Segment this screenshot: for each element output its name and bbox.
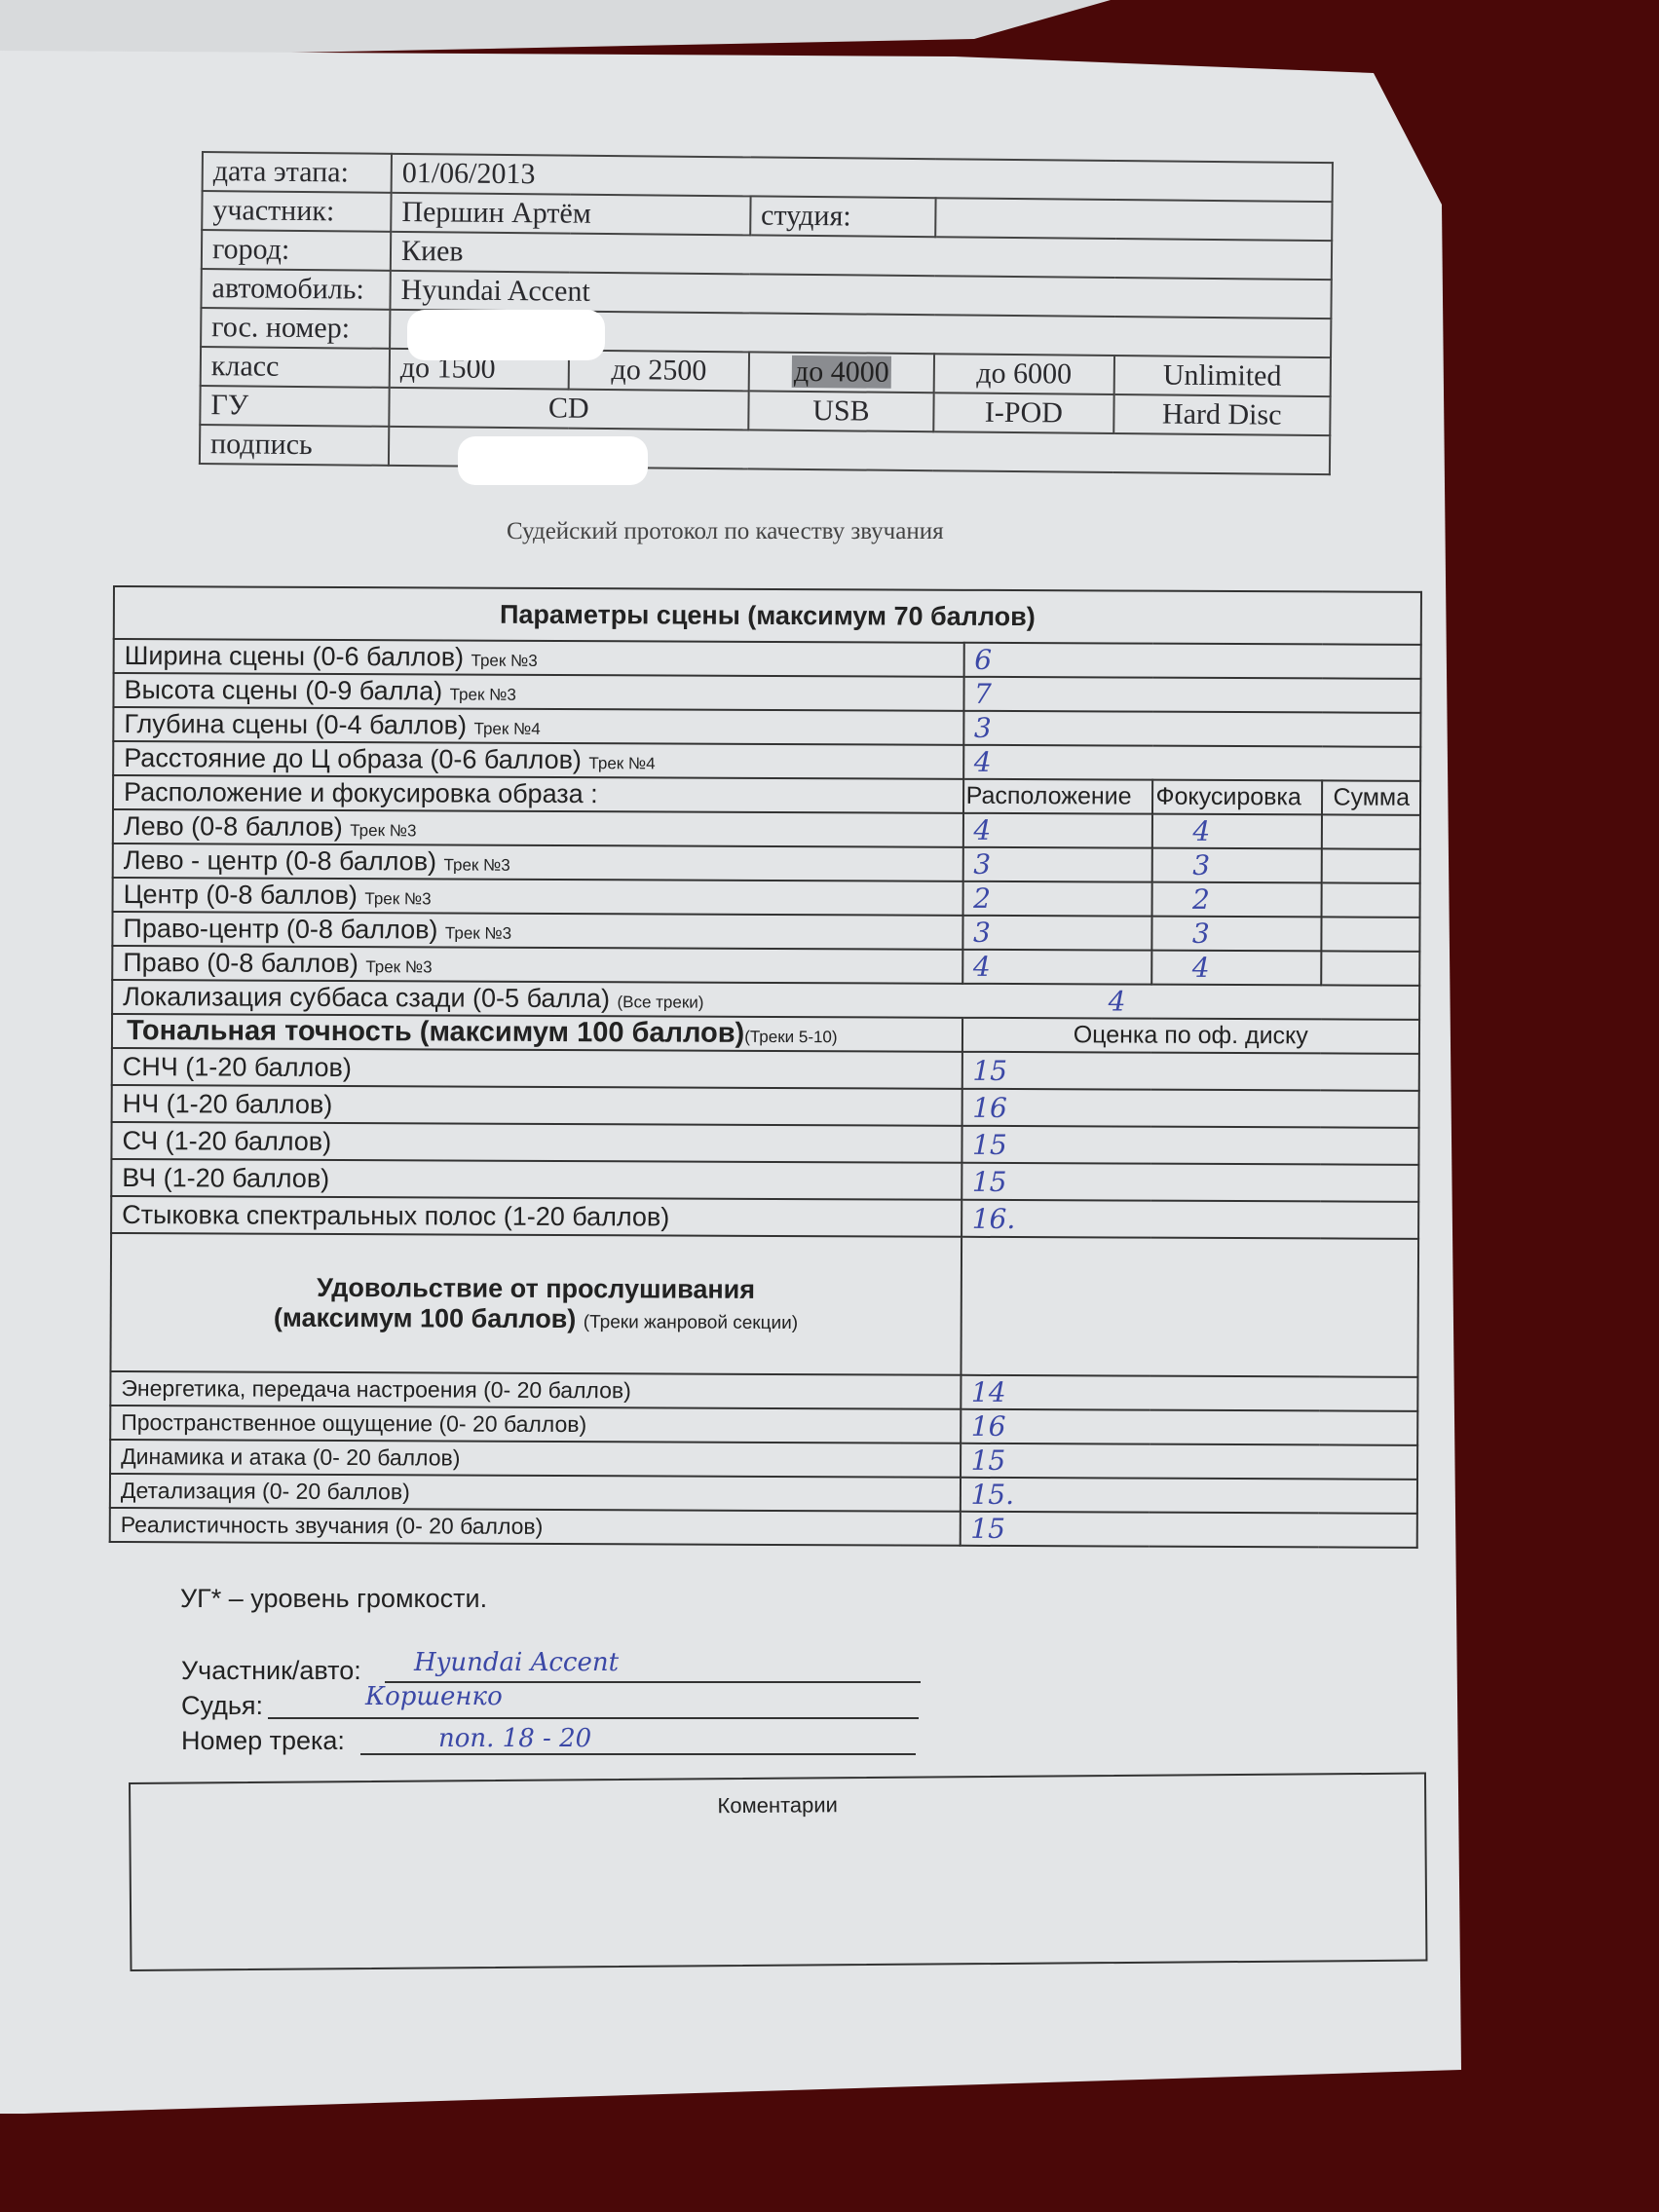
studio-value [935, 198, 1333, 242]
score-value: 4 [962, 744, 1421, 781]
table-row: Пространственное ощущение (0- 20 баллов)… [110, 1405, 1418, 1445]
redaction-signature [458, 436, 648, 485]
table-row: Локализация суббаса сзади (0-5 балла) (В… [112, 980, 1420, 1020]
score-value: 7 [963, 676, 1421, 713]
footnote: УГ* – уровень громкости. [180, 1584, 488, 1613]
hu-label: ГУ [200, 385, 390, 427]
table-row: ВЧ (1-20 баллов) 15 [111, 1158, 1419, 1202]
table-row: Право-центр (0-8 баллов) Трек №3 3 3 [112, 912, 1420, 952]
table-row: Лево (0-8 баллов) Трек №3 4 4 [112, 809, 1420, 849]
comments-label: Коментарии [717, 1792, 839, 1818]
table-row: Детализация (0- 20 баллов) 15. [109, 1473, 1418, 1514]
table-row: Динамика и атака (0- 20 баллов) 15 [110, 1439, 1418, 1480]
protocol-caption: Судейский протокол по качеству звучания [507, 518, 944, 544]
footer-participant-label: Участник/авто: [181, 1656, 361, 1685]
placement-header-row: Расположение и фокусировка образа : Распо… [112, 775, 1421, 815]
footer-track-line: поп. 18 - 20 [360, 1724, 916, 1755]
studio-label: студия: [749, 196, 936, 238]
redaction-plate [407, 310, 605, 360]
table-row: Стыковка спектральных полос (1-20 баллов… [111, 1195, 1419, 1239]
table-row: СЧ (1-20 баллов) 15 [111, 1121, 1419, 1165]
footer-participant-line: Hyundai Accent [385, 1648, 921, 1683]
table-row: СНЧ (1-20 баллов) 15 [111, 1047, 1419, 1091]
car-label: автомобиль: [201, 269, 391, 310]
footer-judge-label: Судья: [181, 1691, 264, 1720]
table-row: Глубина сцены (0-4 баллов) Трек №4 3 [113, 707, 1421, 747]
table-row: Лево - центр (0-8 баллов) Трек №3 3 3 [112, 844, 1420, 883]
table-row: Право (0-8 баллов) Трек №3 4 4 [112, 946, 1420, 986]
header-table: дата этапа: 01/06/2013 участник: Першин Ар… [199, 151, 1334, 475]
hu-option: CD [389, 387, 749, 431]
table-row: Ширина сцены (0-6 баллов) Трек №3 6 [113, 639, 1421, 679]
scene-title: Параметры сцены (максимум 70 баллов) [113, 586, 1421, 645]
class-option: Unlimited [1113, 356, 1332, 397]
hu-option: I-POD [933, 393, 1114, 433]
footer-judge-line: Коршенко [268, 1682, 919, 1719]
comments-box[interactable]: Коментарии [129, 1772, 1428, 1971]
class-option: до 6000 [933, 354, 1114, 394]
table-row: Высота сцены (0-9 балла) Трек №3 7 [113, 673, 1421, 713]
participant-label: участник: [202, 191, 392, 232]
score-value: 3 [962, 710, 1421, 747]
table-row: Центр (0-8 баллов) Трек №3 2 2 [112, 878, 1420, 918]
table-row: Расстояние до Ц образа (0-6 баллов) Трек… [113, 741, 1421, 781]
score-value: 6 [963, 642, 1421, 679]
table-row: Реалистичность звучания (0- 20 баллов) 15 [109, 1507, 1417, 1548]
city-label: город: [201, 230, 392, 271]
participant-value: Першин Артём [391, 192, 751, 236]
hu-option: USB [747, 391, 934, 432]
class-option-selected: до 4000 [748, 352, 935, 394]
table-row: НЧ (1-20 баллов) 16 [111, 1084, 1419, 1128]
footer-track-label: Номер трека: [181, 1726, 345, 1755]
table-row: Энергетика, передача настроения (0- 20 б… [110, 1370, 1418, 1411]
plate-label: гос. номер: [201, 308, 391, 349]
date-label: дата этапа: [202, 152, 392, 193]
pleasure-header-row: Удовольствие от прослушивания (максимум 1… [110, 1232, 1419, 1377]
signature-label: подпись [199, 424, 390, 466]
score-table: Параметры сцены (максимум 70 баллов) Шир… [109, 585, 1422, 1549]
tonal-header-row: Тональная точность (максимум 100 баллов)… [111, 1014, 1420, 1054]
class-label: класс [200, 347, 391, 388]
hu-option: Hard Disc [1112, 394, 1331, 436]
